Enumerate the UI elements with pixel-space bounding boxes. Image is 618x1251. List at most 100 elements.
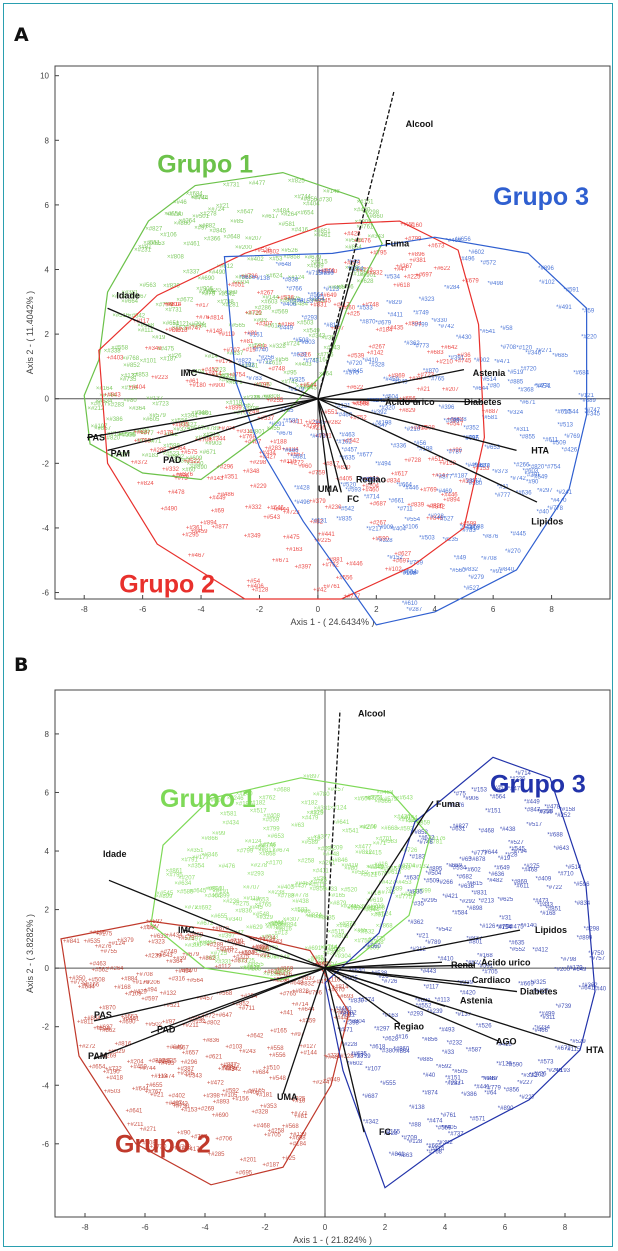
sample-marker: *#544	[563, 409, 579, 415]
sample-marker: +#747	[184, 326, 202, 332]
sample-marker: *#336	[391, 443, 407, 449]
sample-marker: *#459	[383, 377, 399, 383]
sample-marker: +#508	[418, 426, 436, 432]
sample-marker: +#544	[300, 383, 318, 389]
sample-marker: +#267	[368, 345, 386, 351]
sample-marker: ×#744	[294, 194, 312, 200]
loading-vector	[317, 398, 348, 471]
sample-marker: +#73	[174, 476, 188, 482]
sample-marker: *#210	[404, 427, 420, 433]
sample-marker: +#117	[333, 302, 350, 308]
sample-marker: +#459	[191, 529, 209, 535]
sample-marker: ×#679	[304, 255, 322, 261]
sample-marker: *#409	[465, 463, 481, 469]
sample-marker: ×#624	[266, 274, 284, 280]
sample-marker: +#446	[441, 492, 459, 498]
sample-marker: ×#648	[223, 234, 241, 240]
sample-marker: ×#550	[187, 462, 205, 468]
sample-marker: *#270	[505, 549, 521, 555]
sample-marker: ×#55	[267, 426, 281, 432]
sample-marker: +#82	[309, 519, 323, 525]
sample-marker: ×#278	[200, 212, 218, 218]
sample-marker: *#642	[465, 478, 481, 484]
sample-marker: +#894	[200, 520, 218, 526]
sample-marker: +#134	[282, 447, 300, 453]
sample-marker: ×#903	[205, 441, 223, 447]
sample-marker: +#54	[247, 579, 261, 585]
sample-marker: *#666	[283, 448, 299, 454]
sample-marker: +#61	[185, 379, 199, 385]
sample-marker: *#542	[339, 507, 355, 513]
sample-marker: *#835	[336, 516, 352, 522]
sample-marker: +#180	[189, 383, 207, 389]
sample-marker: *#685	[552, 353, 568, 359]
sample-marker: +#723	[283, 510, 301, 516]
sample-marker: +#642	[441, 345, 459, 351]
sample-marker: ×#731	[223, 182, 241, 188]
sample-marker: *#410	[362, 358, 378, 364]
sample-marker: *#513	[557, 423, 573, 429]
sample-marker: ×#790	[166, 212, 184, 218]
sample-marker: +#361	[186, 525, 204, 531]
sample-marker: *#743	[303, 359, 319, 365]
sample-marker: +#476	[354, 239, 372, 245]
sample-marker: +#147	[432, 473, 450, 479]
sample-marker: ×#369	[221, 290, 239, 296]
sample-marker: ×#808	[167, 255, 185, 261]
sample-marker: +#26	[297, 352, 311, 358]
figure-frame	[3, 3, 613, 1247]
sample-marker: +#894	[405, 321, 423, 327]
group-hull	[83, 171, 383, 481]
sample-marker: +#697	[392, 559, 410, 565]
sample-marker: ×#328	[198, 290, 216, 296]
sample-marker: +#901	[163, 302, 181, 308]
sample-marker: ×#589	[345, 238, 363, 244]
sample-marker: ×#366	[204, 236, 222, 242]
sample-marker: *#396	[439, 405, 455, 411]
sample-marker: ×#484	[273, 208, 291, 214]
sample-marker: *#676	[277, 431, 293, 437]
sample-marker: +#267	[369, 521, 387, 527]
vector-label: Diabetes	[464, 397, 502, 407]
sample-marker: ×#106	[160, 232, 178, 238]
sample-marker: ×#342	[218, 292, 236, 298]
sample-marker: +#795	[370, 251, 388, 257]
sample-marker: *#687	[474, 463, 490, 469]
sample-marker: ×#212	[87, 406, 105, 412]
sample-marker: *#479	[310, 434, 326, 440]
sample-marker: ×#286	[254, 306, 272, 312]
sample-marker: *#747	[584, 408, 600, 414]
sample-marker: ×#834	[190, 324, 208, 330]
sample-marker: ×#490	[209, 270, 227, 276]
sample-marker: ×#95	[283, 370, 297, 376]
sample-marker: ×#617	[90, 402, 108, 408]
sample-marker: +#18	[253, 345, 267, 351]
sample-marker: +#449	[209, 495, 227, 501]
sample-marker: ×#119	[226, 401, 243, 407]
sample-marker: ×#809	[279, 298, 297, 304]
sample-marker: +#349	[145, 346, 163, 352]
sample-marker: ×#768	[122, 356, 140, 362]
sample-marker: +#228	[305, 420, 323, 426]
sample-marker: *#509	[550, 441, 566, 447]
loading-vector	[186, 369, 319, 400]
sample-marker: *#404	[390, 527, 406, 533]
sample-marker: +#404	[129, 385, 147, 391]
sample-marker: ×#628	[218, 378, 236, 384]
sample-marker: *#754	[545, 465, 561, 471]
sample-marker: ×#187	[160, 356, 178, 362]
sample-marker: +#842	[428, 505, 446, 511]
sample-marker: ×#189	[350, 271, 368, 277]
sample-marker: +#687	[369, 501, 387, 507]
sample-marker: *#42	[347, 259, 360, 265]
sample-marker: +#158	[439, 461, 457, 467]
sample-marker: +#427	[259, 455, 277, 461]
vector-label: IMC	[181, 368, 198, 378]
sample-marker: ×#264	[281, 212, 299, 218]
sample-marker: *#664	[396, 483, 412, 489]
vector-label: Lipidos	[531, 516, 563, 526]
sample-marker: *#778	[547, 506, 563, 512]
sample-marker: *#902	[474, 358, 490, 364]
sample-marker: *#527	[438, 516, 454, 522]
sample-marker: *#870	[423, 369, 439, 375]
